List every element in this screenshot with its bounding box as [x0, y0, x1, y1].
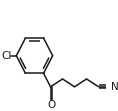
Text: Cl: Cl: [1, 51, 12, 61]
Text: O: O: [47, 100, 56, 110]
Text: N: N: [111, 82, 118, 92]
